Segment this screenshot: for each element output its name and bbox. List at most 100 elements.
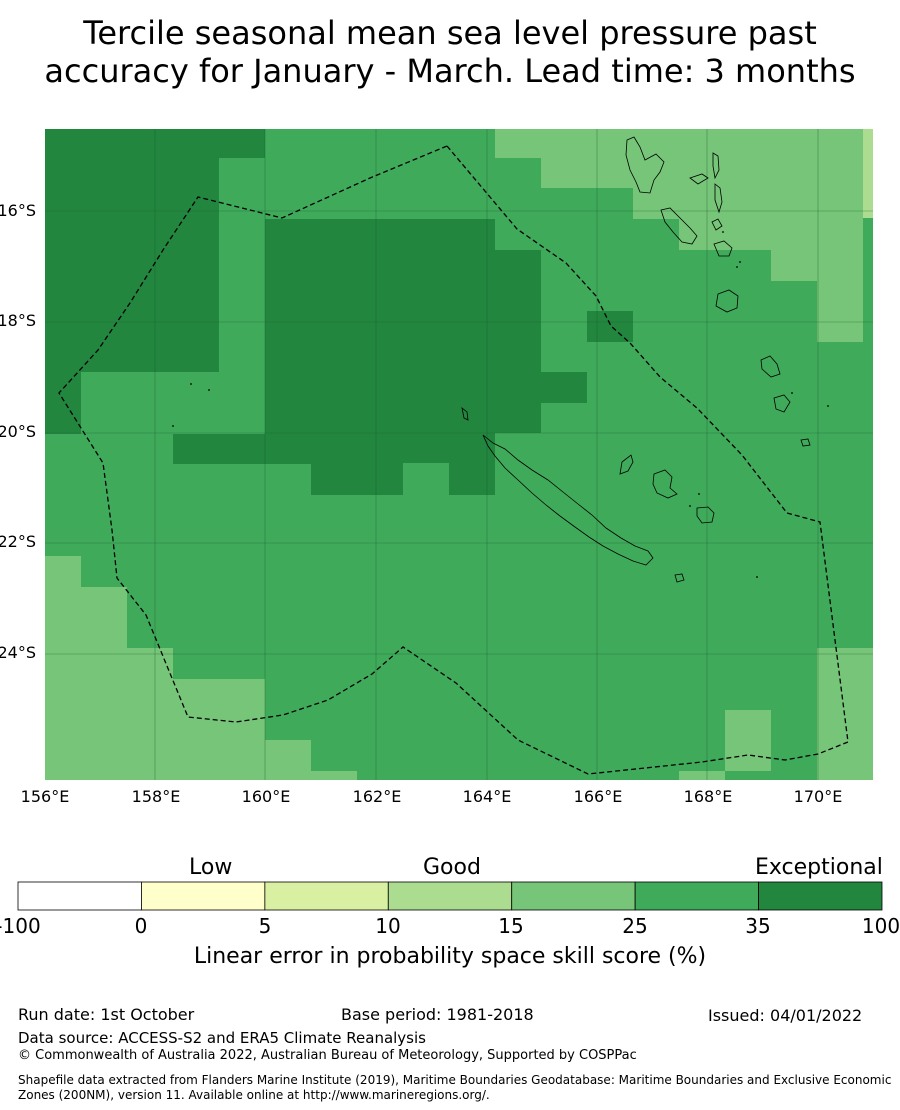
colorbar-segment bbox=[17, 881, 142, 911]
cell bbox=[679, 219, 863, 250]
islet bbox=[208, 389, 210, 391]
category-exceptional: Exceptional bbox=[755, 855, 883, 880]
cell bbox=[771, 250, 863, 281]
lat-label-20s: 20°S bbox=[0, 422, 36, 441]
cbar-tick: 100 bbox=[861, 914, 900, 938]
cbar-tick: 15 bbox=[498, 914, 524, 938]
shapefile-credit: Shapefile data extracted from Flanders M… bbox=[18, 1073, 892, 1102]
category-low: Low bbox=[189, 855, 233, 880]
lat-label-16s: 16°S bbox=[0, 201, 36, 220]
aneityum-island bbox=[773, 394, 791, 413]
maewo-island bbox=[712, 152, 720, 180]
lat-label-22s: 22°S bbox=[0, 532, 36, 551]
cell bbox=[495, 129, 863, 158]
cbar-tick: 35 bbox=[745, 914, 771, 938]
ouvea-island bbox=[619, 454, 634, 475]
skill-grid bbox=[45, 129, 873, 780]
cbar-tick: 25 bbox=[622, 914, 648, 938]
islet bbox=[739, 261, 741, 263]
title-line-1: Tercile seasonal mean sea level pressure… bbox=[83, 14, 817, 52]
lon-label-168e: 168°E bbox=[683, 787, 733, 806]
tanna-island bbox=[760, 355, 781, 378]
mare-island bbox=[696, 506, 715, 524]
cell bbox=[449, 434, 495, 495]
colorbar-label: Linear error in probability space skill … bbox=[193, 944, 707, 969]
cell bbox=[863, 129, 873, 218]
colorbar-segment bbox=[758, 881, 883, 911]
islet bbox=[190, 383, 192, 385]
cell bbox=[311, 771, 357, 780]
cell bbox=[541, 372, 587, 403]
erromango-island bbox=[715, 289, 739, 313]
colorbar-segment bbox=[141, 881, 266, 911]
ile-des-pins-island bbox=[674, 573, 685, 583]
cbar-tick: 10 bbox=[375, 914, 401, 938]
cbar-tick: -100 bbox=[0, 914, 41, 938]
lon-label-160e: 160°E bbox=[241, 787, 291, 806]
islet bbox=[736, 266, 738, 268]
cell bbox=[45, 129, 219, 372]
eez-boundary bbox=[58, 145, 849, 775]
lon-label-162e: 162°E bbox=[352, 787, 402, 806]
cell bbox=[265, 219, 495, 463]
cell bbox=[127, 648, 173, 780]
cell bbox=[311, 434, 403, 495]
cell bbox=[219, 129, 265, 158]
lon-label-156e: 156°E bbox=[20, 787, 70, 806]
futuna-island bbox=[800, 438, 811, 447]
lon-label-170e: 170°E bbox=[793, 787, 843, 806]
islet bbox=[791, 392, 793, 394]
cell bbox=[725, 710, 771, 771]
colorbar-segment bbox=[511, 881, 636, 911]
colorbar-segment bbox=[634, 881, 759, 911]
cell bbox=[633, 188, 863, 219]
cell bbox=[541, 158, 863, 188]
cell bbox=[45, 556, 81, 780]
islet bbox=[172, 425, 174, 427]
new-caledonia-island bbox=[482, 434, 654, 566]
cell bbox=[587, 311, 633, 342]
cell bbox=[495, 250, 541, 433]
islet bbox=[698, 493, 700, 495]
islet bbox=[689, 505, 691, 507]
ambae-island bbox=[689, 173, 709, 185]
map-title: Tercile seasonal mean sea level pressure… bbox=[0, 14, 900, 90]
cell bbox=[173, 679, 265, 780]
belep-island bbox=[461, 407, 469, 421]
cell bbox=[45, 372, 81, 434]
category-good: Good bbox=[423, 855, 481, 880]
colorbar-segment bbox=[264, 881, 389, 911]
land-outlines bbox=[172, 136, 829, 583]
pentecost-island bbox=[714, 183, 723, 214]
issued-date: Issued: 04/01/2022 bbox=[708, 1006, 863, 1025]
lat-label-24s: 24°S bbox=[0, 643, 36, 662]
base-period: Base period: 1981-2018 bbox=[341, 1005, 534, 1024]
lon-label-166e: 166°E bbox=[573, 787, 623, 806]
cbar-tick: 5 bbox=[258, 914, 272, 938]
espiritu-santo-island bbox=[625, 136, 665, 194]
cell bbox=[173, 434, 311, 464]
run-date: Run date: 1st October bbox=[18, 1005, 195, 1024]
data-source: Data source: ACCESS-S2 and ERA5 Climate … bbox=[18, 1029, 426, 1047]
cell bbox=[81, 587, 127, 780]
cbar-tick: 0 bbox=[134, 914, 148, 938]
colorbar-segment bbox=[387, 881, 513, 911]
lat-label-18s: 18°S bbox=[0, 311, 36, 330]
lon-label-158e: 158°E bbox=[131, 787, 181, 806]
islet bbox=[756, 576, 758, 578]
cell bbox=[265, 740, 311, 780]
lifou-island bbox=[652, 469, 678, 499]
cell bbox=[817, 281, 863, 342]
graticule bbox=[45, 129, 873, 780]
malakula-island bbox=[660, 207, 698, 245]
epi-island bbox=[711, 218, 723, 231]
islet bbox=[827, 405, 829, 407]
title-line-2: accuracy for January - March. Lead time:… bbox=[44, 52, 856, 90]
colorbar bbox=[17, 881, 883, 911]
cell bbox=[679, 771, 725, 780]
efate-island bbox=[713, 240, 733, 257]
islet bbox=[722, 231, 724, 233]
copyright: © Commonwealth of Australia 2022, Austra… bbox=[18, 1048, 637, 1063]
lon-label-164e: 164°E bbox=[462, 787, 512, 806]
